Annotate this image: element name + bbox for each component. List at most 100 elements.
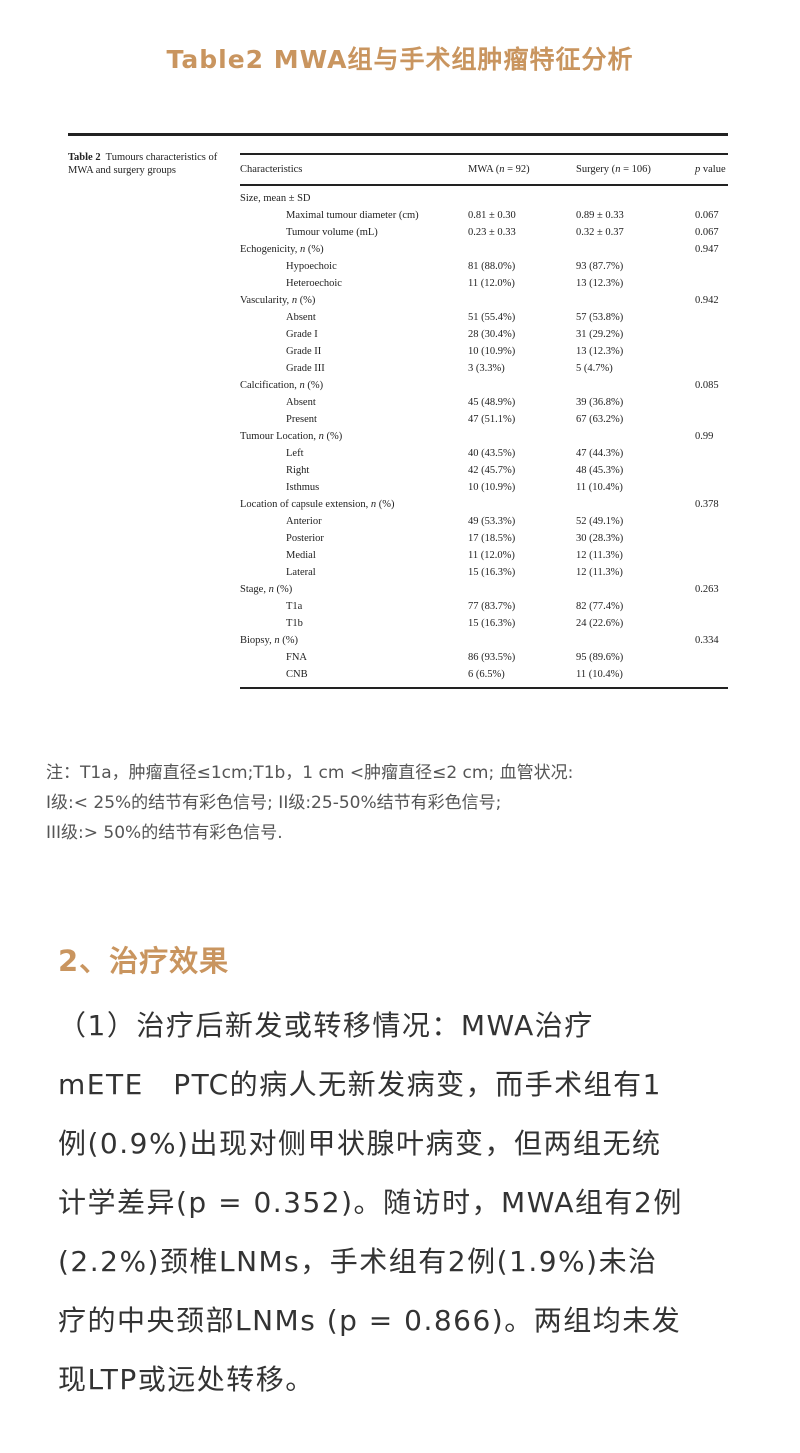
mwa-value [468,377,576,394]
caption-label: Table 2 [68,152,101,163]
characteristics-table: Characteristics MWA (n = 92) Surgery (n … [240,153,728,689]
table-row: T1a 77 (83.7%) 82 (77.4%) [240,598,728,615]
row-label: Echogenicity, n (%) [240,244,324,255]
p-value [695,360,728,377]
table-row: FNA 86 (93.5%) 95 (89.6%) [240,649,728,666]
table-row: Heteroechoic 11 (12.0%) 13 (12.3%) [240,275,728,292]
surgery-value [576,581,695,598]
surgery-value [576,377,695,394]
mwa-value: 0.23 ± 0.33 [468,227,516,238]
p-value [695,275,728,292]
table-top-rule [68,133,728,136]
col-p-value: p value [695,164,726,175]
p-value: 0.067 [695,227,719,238]
row-label: Hypoechoic [286,261,337,272]
surgery-value: 30 (28.3%) [576,533,624,544]
surgery-value: 12 (11.3%) [576,567,623,578]
surgery-value: 0.32 ± 0.37 [576,227,624,238]
surgery-value [576,496,695,513]
p-value [695,462,728,479]
table-row: Medial 11 (12.0%) 12 (11.3%) [240,547,728,564]
mwa-value [468,581,576,598]
table-row: Grade II 10 (10.9%) 13 (12.3%) [240,343,728,360]
p-value: 0.085 [695,380,719,391]
table-row: Maximal tumour diameter (cm) 0.81 ± 0.30 0… [240,207,728,224]
mwa-value: 86 (93.5%) [468,652,516,663]
surgery-value: 93 (87.7%) [576,261,624,272]
table-row: Absent 51 (55.4%) 57 (53.8%) [240,309,728,326]
table-caption: Table 2 Tumours characteristics of MWA a… [68,151,228,177]
row-label: Isthmus [286,482,320,493]
table-row: Echogenicity, n (%) 0.947 [240,241,728,258]
table-row: Right 42 (45.7%) 48 (45.3%) [240,462,728,479]
mwa-value: 15 (16.3%) [468,567,516,578]
row-label: Absent [286,397,316,408]
surgery-value: 13 (12.3%) [576,278,624,289]
table-row: CNB 6 (6.5%) 11 (10.4%) [240,666,728,688]
surgery-value: 67 (63.2%) [576,414,624,425]
mwa-value: 45 (48.9%) [468,397,516,408]
p-value: 0.99 [695,431,714,442]
surgery-value [576,428,695,445]
mwa-value: 6 (6.5%) [468,669,505,680]
note-line: I级:< 25%的结节有彩色信号; II级:25-50%结节有彩色信号; [46,793,502,813]
p-value: 0.263 [695,584,719,595]
table-row: Hypoechoic 81 (88.0%) 93 (87.7%) [240,258,728,275]
surgery-value: 47 (44.3%) [576,448,624,459]
table-row: Anterior 49 (53.3%) 52 (49.1%) [240,513,728,530]
mwa-value [468,241,576,258]
surgery-value [576,292,695,309]
table-row: Calcification, n (%) 0.085 [240,377,728,394]
mwa-value: 3 (3.3%) [468,363,505,374]
body-line: 计学差异(p = 0.352)。随访时，MWA组有2例 [58,1186,683,1219]
row-label: Left [286,448,304,459]
body-line: mETE PTC的病人无新发病变，而手术组有1 [58,1068,662,1101]
body-line: 例(0.9%)出现对侧甲状腺叶病变，但两组无统 [58,1127,662,1160]
note-line: 注：T1a，肿瘤直径≤1cm;T1b，1 cm <肿瘤直径≤2 cm; 血管状况… [46,763,574,783]
p-value: 0.947 [695,244,719,255]
table-row: Grade I 28 (30.4%) 31 (29.2%) [240,326,728,343]
body-line: 现LTP或远处转移。 [58,1363,315,1396]
p-value: 0.067 [695,210,719,221]
p-value [695,445,728,462]
surgery-value: 52 (49.1%) [576,516,624,527]
body-line: （1）治疗后新发或转移情况：MWA治疗 [58,1009,594,1042]
table-row: Tumour Location, n (%) 0.99 [240,428,728,445]
table-row: Isthmus 10 (10.9%) 11 (10.4%) [240,479,728,496]
p-value [695,547,728,564]
mwa-value: 17 (18.5%) [468,533,516,544]
row-label: Present [286,414,317,425]
mwa-value [468,428,576,445]
table-row: Biopsy, n (%) 0.334 [240,632,728,649]
table-row: Grade III 3 (3.3%) 5 (4.7%) [240,360,728,377]
p-value [695,258,728,275]
row-label: Absent [286,312,316,323]
mwa-value: 81 (88.0%) [468,261,516,272]
mwa-value: 40 (43.5%) [468,448,516,459]
row-label: Posterior [286,533,324,544]
row-label: Maximal tumour diameter (cm) [286,210,419,221]
mwa-value: 47 (51.1%) [468,414,516,425]
p-value [695,564,728,581]
row-label: Grade I [286,329,318,340]
p-value [695,513,728,530]
row-label: Heteroechoic [286,278,342,289]
p-value [695,530,728,547]
row-label: Stage, n (%) [240,584,293,595]
row-label: T1b [286,618,303,629]
mwa-value: 11 (12.0%) [468,278,515,289]
mwa-value: 49 (53.3%) [468,516,516,527]
surgery-value: 39 (36.8%) [576,397,624,408]
surgery-value: 0.89 ± 0.33 [576,210,624,221]
surgery-value: 48 (45.3%) [576,465,624,476]
row-label: Anterior [286,516,322,527]
table-row: Present 47 (51.1%) 67 (63.2%) [240,411,728,428]
mwa-value: 11 (12.0%) [468,550,515,561]
p-value [695,666,728,688]
body-paragraph: （1）治疗后新发或转移情况：MWA治疗 mETE PTC的病人无新发病变，而手术… [58,996,748,1409]
row-label: Location of capsule extension, n (%) [240,499,395,510]
row-label: Right [286,465,310,476]
surgery-value: 11 (10.4%) [576,482,623,493]
mwa-value [468,632,576,649]
surgery-value: 5 (4.7%) [576,363,613,374]
